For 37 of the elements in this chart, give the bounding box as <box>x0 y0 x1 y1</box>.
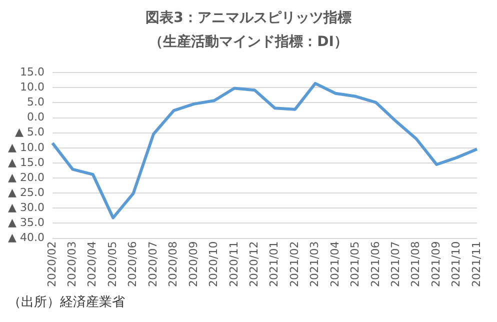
x-tick-label: 2021/01 <box>268 241 281 288</box>
y-tick-label: ▲ 40.0 <box>8 231 44 244</box>
y-tick-label: 0.0 <box>26 110 44 124</box>
y-tick-label: ▲ 30.0 <box>8 201 44 214</box>
y-tick-label: 5.0 <box>26 96 44 109</box>
x-tick-label: 2020/03 <box>66 241 79 288</box>
x-tick-label: 2020/10 <box>207 241 220 288</box>
x-tick-label: 2020/12 <box>247 241 260 288</box>
x-tick-label: 2021/02 <box>288 241 301 288</box>
x-tick-label: 2021/11 <box>470 241 483 288</box>
x-tick-label: 2020/11 <box>227 241 240 288</box>
x-tick-label: 2020/08 <box>166 241 180 288</box>
x-tick-label: 2020/09 <box>186 241 200 288</box>
chart-subtitle: （生産活動マインド指標：DI） <box>148 32 349 52</box>
x-tick-label: 2021/04 <box>328 241 342 288</box>
x-tick-label: 2020/06 <box>126 241 140 288</box>
x-tick-label: 2020/04 <box>86 241 99 288</box>
y-tick-label: 15.0 <box>20 65 44 78</box>
x-tick-label: 2021/09 <box>429 241 442 288</box>
x-tick-label: 2020/05 <box>106 241 119 288</box>
y-tick-label: ▲ 20.0 <box>8 170 44 184</box>
x-tick-label: 2021/10 <box>450 241 463 288</box>
x-tick-label: 2021/03 <box>308 241 322 288</box>
x-tick-label: 2021/05 <box>348 241 362 288</box>
y-tick-label: ▲ 10.0 <box>8 140 44 154</box>
y-tick-label: ▲ 25.0 <box>8 186 44 199</box>
x-tick-label: 2021/08 <box>409 241 422 288</box>
y-tick-label: ▲ 15.0 <box>8 156 44 169</box>
y-tick-label: ▲ 35.0 <box>8 216 44 230</box>
x-tick-label: 2020/07 <box>146 241 160 288</box>
chart-title: 図表3：アニマルスピリッツ指標 <box>144 9 352 28</box>
x-tick-label: 2020/02 <box>45 241 58 288</box>
x-tick-label: 2021/06 <box>368 241 382 288</box>
x-tick-label: 2021/07 <box>388 241 402 288</box>
y-tick-label: 10.0 <box>20 80 44 94</box>
y-tick-label: ▲ 5.0 <box>14 126 44 139</box>
text: （出所）経済産業省 <box>8 294 125 311</box>
